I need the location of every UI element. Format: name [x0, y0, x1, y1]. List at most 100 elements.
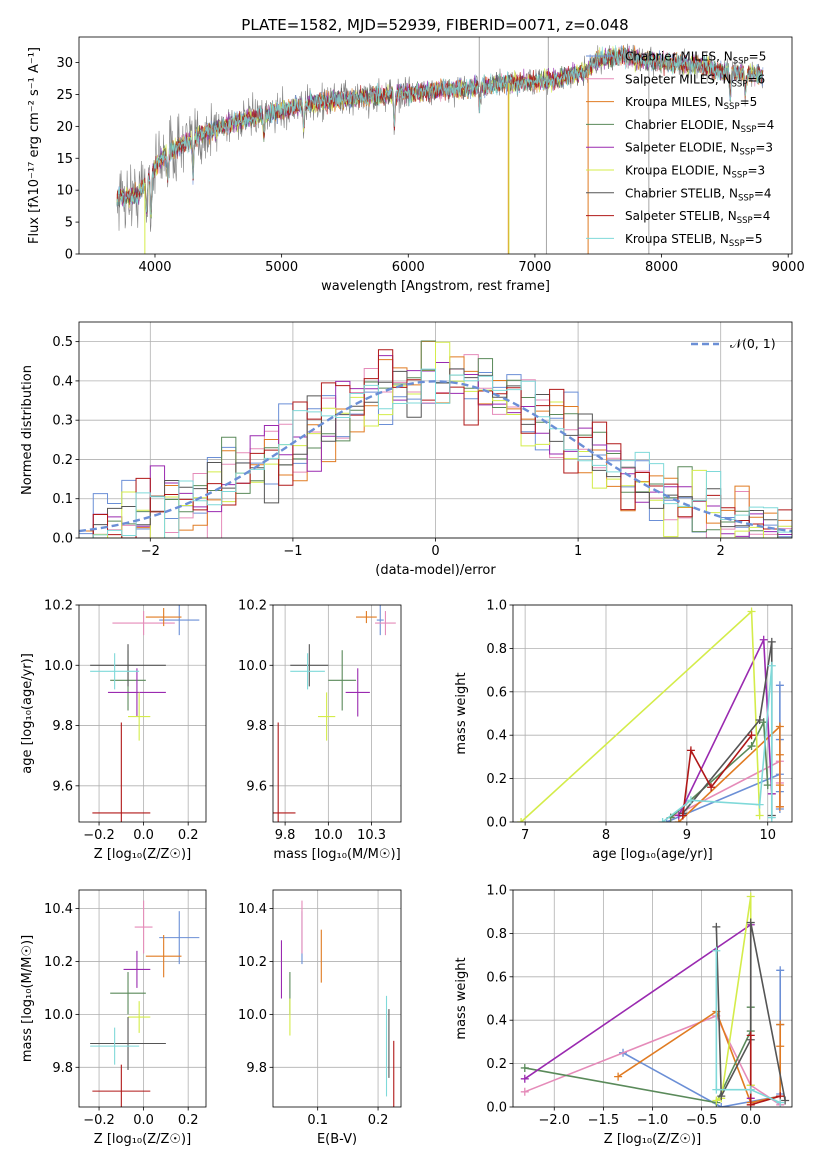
- mass-vs-z-axes: −0.2 0.0 0.2 9.8 10.0 10.2 10.4 Z [log₁₀(Z/Z☉)]…: [20, 889, 207, 1147]
- errorbar-chabrier-miles: [376, 605, 384, 636]
- errorbar-kroupa-miles: [145, 608, 182, 627]
- mass-vs-ebv-axes: 0.1 0.2 9.8 10.0 10.2 10.4 E(B-V): [238, 889, 402, 1147]
- y-tick-label: 5: [65, 216, 73, 231]
- x-axis-label: Z [log₁₀(Z/Z☉)]: [94, 1132, 191, 1147]
- legend-entry-kroupa-stelib: Kroupa STELIB, NSSP=5: [625, 232, 763, 249]
- errorbar-chabrier-miles: [159, 911, 200, 965]
- y-tick-label: 9.8: [52, 1061, 73, 1076]
- y-tick-label: 10.4: [238, 902, 267, 917]
- errorbar-kroupa-stelib: [90, 1027, 140, 1065]
- weight-marker: [776, 966, 785, 975]
- x-tick-label: 10: [759, 828, 776, 843]
- weight-marker: [776, 1020, 785, 1029]
- errorbar-kroupa-miles: [145, 934, 182, 978]
- y-tick-label: 0.4: [486, 1014, 507, 1029]
- errorbar-salpeter-miles: [112, 611, 175, 636]
- errorbar-salpeter-miles: [375, 611, 396, 636]
- age-vs-z-plot-area: [90, 605, 200, 822]
- y-tick-label: 0.4: [486, 729, 507, 744]
- y-tick-label: 10.0: [238, 1008, 267, 1023]
- x-tick-label: 0.2: [178, 1113, 199, 1128]
- errorbar-kroupa-stelib: [90, 653, 140, 690]
- x-tick-label: −0.2: [83, 1113, 115, 1128]
- axes-frame: [512, 604, 793, 823]
- y-tick-label: 9.8: [246, 1061, 267, 1076]
- errorbar-kroupa-elodie: [317, 692, 336, 741]
- weight-vs-z-axes: −2.0 −1.5 −1.0 −0.5 0.0 0.0 0.2 0.4 0.6 0.8 1.0 Z […: [454, 884, 793, 1147]
- x-tick-label: 4000: [138, 260, 171, 275]
- x-tick-label: 0.0: [133, 1113, 154, 1128]
- legend-entry-chabrier-stelib: Chabrier STELIB, NSSP=4: [625, 186, 772, 203]
- weight-marker: [707, 783, 716, 792]
- x-tick-label: −0.2: [83, 828, 115, 843]
- mass-vs-ebv-plot-area: [280, 900, 395, 1107]
- errorbar-kroupa-elodie: [128, 692, 151, 741]
- x-tick-label: 0.1: [307, 1113, 328, 1128]
- weight-marker: [747, 607, 756, 616]
- weight-vs-z-plot-area: [520, 892, 790, 1107]
- weight-marker: [763, 781, 772, 790]
- y-tick-label: 25: [56, 88, 73, 103]
- weight-marker: [746, 892, 755, 901]
- errorbar-chabrier-stelib: [90, 1017, 166, 1070]
- weight-marker: [746, 1031, 755, 1040]
- x-tick-label: −1.0: [637, 1113, 669, 1128]
- errorbar-chabrier-stelib: [90, 644, 166, 687]
- x-tick-label: −2.0: [538, 1113, 570, 1128]
- weight-marker: [767, 661, 776, 670]
- weights-salpeter-elodie: [674, 635, 776, 820]
- x-tick-label: 8: [602, 828, 610, 843]
- y-tick-label: 10.0: [44, 659, 73, 674]
- weights-salpeter-stelib: [678, 731, 756, 820]
- x-tick-label: −1.5: [588, 1113, 620, 1128]
- age-vs-z-axes: −0.2 0.0 0.2 9.6 9.8 10.0 10.2 Z [log₁₀(Z/Z☉)] a…: [20, 599, 207, 862]
- weights-kroupa-stelib: [658, 661, 776, 822]
- axes-frame: [272, 889, 402, 1108]
- y-tick-label: 0.8: [486, 642, 507, 657]
- errorbar-salpeter-stelib: [92, 722, 151, 822]
- y-axis-label: mass weight: [454, 672, 469, 754]
- x-tick-label: 0.2: [178, 828, 199, 843]
- y-tick-label: 0.6: [486, 970, 507, 985]
- y-tick-label: 0.2: [486, 772, 507, 787]
- errorbar-chabrier-stelib: [290, 644, 329, 687]
- figure-title: PLATE=1582, MJD=52939, FIBERID=0071, z=0…: [241, 16, 628, 34]
- y-tick-label: 10.2: [44, 955, 73, 970]
- y-axis-label: mass weight: [454, 957, 469, 1039]
- y-tick-label: 0.8: [486, 927, 507, 942]
- weight-marker: [747, 731, 756, 740]
- legend-entry-salpeter-stelib: Salpeter STELIB, NSSP=4: [625, 209, 770, 226]
- x-tick-label: −0.5: [686, 1113, 718, 1128]
- weight-marker: [747, 742, 756, 751]
- weight-vs-age-axes: 7 8 9 10 0.0 0.2 0.4 0.6 0.8 1.0 age [log₁₀(age/yr…: [454, 599, 793, 862]
- y-tick-label: 10.2: [44, 599, 73, 614]
- weight-marker: [520, 1074, 529, 1083]
- weight-marker: [686, 796, 695, 805]
- histogram-kroupa-stelib: [79, 368, 792, 538]
- weight-marker: [759, 635, 768, 644]
- weight-marker: [717, 1092, 726, 1101]
- y-tick-label: 10.0: [238, 659, 267, 674]
- weight-marker: [776, 1098, 785, 1107]
- x-axis-label: wavelength [Angstrom, rest frame]: [321, 279, 550, 294]
- weights-kroupa-elodie: [517, 607, 764, 822]
- weight-marker: [775, 750, 784, 759]
- weights-kroupa-miles: [614, 1007, 785, 1107]
- x-tick-label: 6000: [392, 260, 425, 275]
- weight-marker: [517, 818, 526, 822]
- y-tick-label: 0.0: [52, 532, 73, 547]
- weight-marker: [717, 1103, 726, 1107]
- y-axis-label: age [log₁₀(age/yr)]: [20, 653, 35, 774]
- y-tick-label: 0.0: [486, 1101, 507, 1116]
- weight-marker: [712, 946, 721, 955]
- legend-entry-chabrier-elodie: Chabrier ELODIE, NSSP=4: [625, 118, 774, 135]
- weight-marker: [746, 918, 755, 927]
- weight-marker: [712, 1096, 721, 1105]
- errorbar-salpeter-stelib: [273, 722, 296, 822]
- normal-curve: [79, 380, 792, 533]
- y-tick-label: 0.3: [52, 414, 73, 429]
- model-chabrier-stelib: [116, 44, 764, 215]
- legend-entry-normal: 𝒩(0, 1): [730, 336, 776, 351]
- x-tick-label: 10.0: [314, 828, 343, 843]
- y-tick-label: 9.6: [246, 779, 267, 794]
